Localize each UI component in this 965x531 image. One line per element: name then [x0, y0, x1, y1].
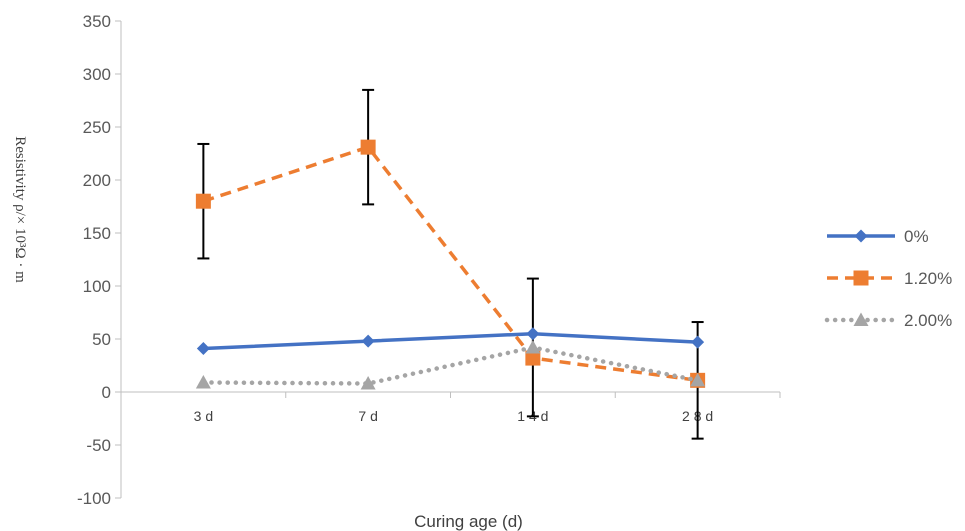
data-point: [195, 193, 211, 209]
axes: [115, 20, 781, 499]
y-tick-labels: -100 -50 0 50 100 150 200 250 300 350: [77, 12, 111, 508]
y-tick-label: 250: [83, 118, 111, 137]
legend-label: 2.00%: [904, 311, 952, 330]
y-tick-label: 100: [83, 277, 111, 296]
data-point: [195, 374, 211, 389]
series-line: [202, 145, 698, 383]
legend-item: 1.20%: [827, 269, 952, 288]
legend-marker: [853, 270, 869, 286]
x-axis-title: Curing age (d): [414, 512, 523, 531]
data-point: [360, 139, 376, 155]
data-point: [526, 327, 540, 341]
legend-item: 0%: [827, 227, 929, 246]
series-line: [201, 345, 700, 386]
y-tick-label: 200: [83, 171, 111, 190]
legend: 0% 1.20% 2.00%: [824, 227, 952, 330]
x-category-labels: 3 d7 d1 4 d2 8 d: [194, 408, 714, 424]
data-point: [360, 376, 376, 390]
y-tick-label: 0: [102, 383, 111, 402]
data-point: [525, 339, 541, 354]
y-tick-label: 300: [83, 65, 111, 84]
data-point: [196, 342, 210, 356]
series-layer: [195, 88, 706, 440]
legend-marker: [853, 312, 869, 326]
x-category-label: 7 d: [358, 408, 377, 424]
data-point: [690, 372, 706, 387]
series-1: [195, 139, 706, 388]
data-point: [525, 350, 541, 366]
x-category-label: 3 d: [194, 408, 213, 424]
y-tick-label: -100: [77, 489, 111, 508]
data-point: [691, 335, 705, 349]
y-tick-label: 350: [83, 12, 111, 31]
series-2: [195, 339, 706, 390]
y-tick-label: -50: [86, 436, 111, 455]
legend-item: 2.00%: [824, 311, 952, 330]
legend-label: 0%: [904, 227, 929, 246]
data-point: [361, 334, 375, 348]
series-0: [196, 327, 705, 356]
legend-marker: [854, 229, 868, 243]
series-line: [203, 331, 698, 351]
y-tick-label: 150: [83, 224, 111, 243]
y-tick-label: 50: [92, 330, 111, 349]
y-axis-title: Resistivity ρ/× 10³Ω · m: [12, 136, 28, 283]
legend-label: 1.20%: [904, 269, 952, 288]
